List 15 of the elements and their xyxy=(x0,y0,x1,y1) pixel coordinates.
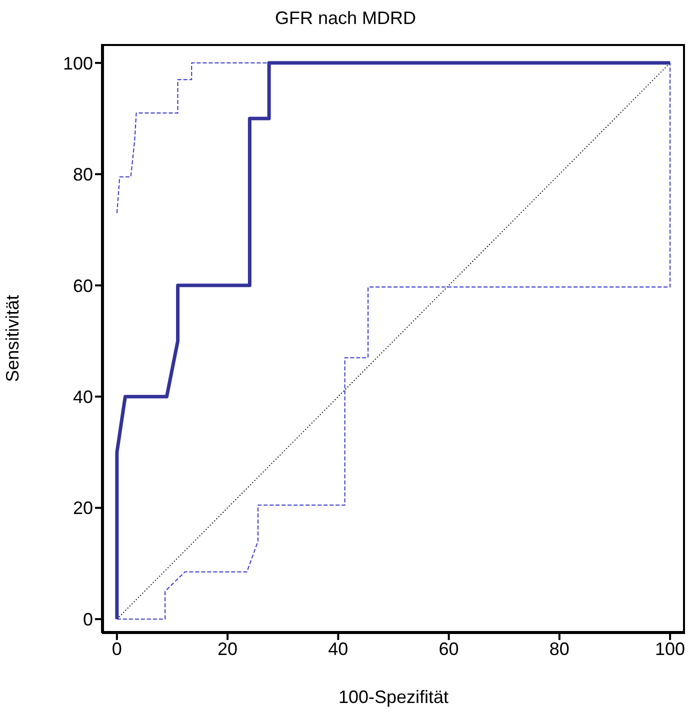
y-tick-label: 80 xyxy=(72,164,93,185)
x-axis-title: 100-Spezifität xyxy=(338,687,449,707)
y-tick-label: 20 xyxy=(72,498,93,518)
y-tick-label: 0 xyxy=(82,609,93,630)
y-tick-label: 100 xyxy=(62,53,93,74)
x-tick-label: 0 xyxy=(112,638,122,659)
y-tick-label: 40 xyxy=(72,387,93,408)
chart-title: GFR nach MDRD xyxy=(274,8,418,29)
x-tick-label: 80 xyxy=(549,638,570,659)
y-tick-label: 60 xyxy=(72,276,93,296)
x-tick-label: 100 xyxy=(655,638,686,659)
x-tick-label: 40 xyxy=(328,638,348,659)
x-tick-label: 20 xyxy=(218,638,238,659)
y-axis-title: Sensitivität xyxy=(2,294,22,382)
x-tick-label: 60 xyxy=(438,638,459,659)
